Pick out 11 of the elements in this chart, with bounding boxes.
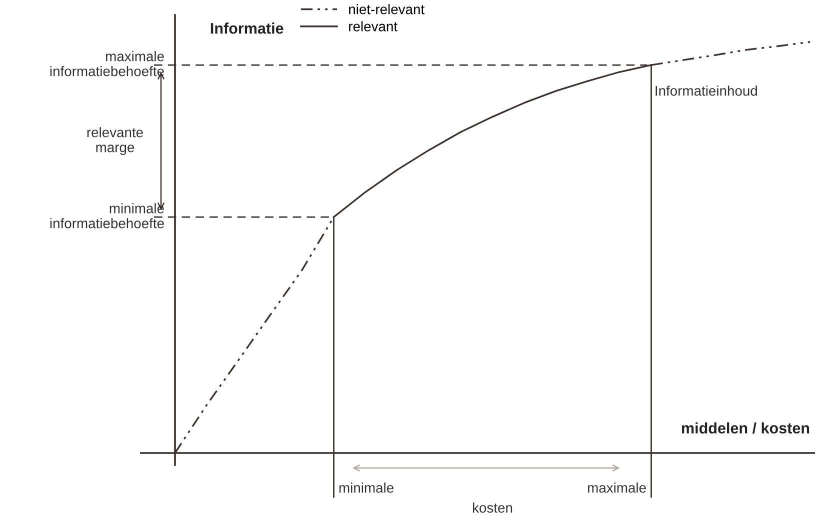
x-axis-title: middelen / kosten [682,422,810,434]
ref-line-label: minimale informatiebehoefte [50,203,164,228]
text: kosten [472,502,512,513]
legend-label: relevant [349,21,398,32]
text: minimale [339,482,394,493]
annotation: relevante marge [87,127,143,156]
text: maximale [588,482,646,493]
ref-line-label: maximale informatiebehoefte [50,51,164,76]
legend-label: niet-relevant [349,4,424,14]
y-axis-title: Informatie [210,22,284,34]
annotation: Informatieinhoud [656,86,757,96]
